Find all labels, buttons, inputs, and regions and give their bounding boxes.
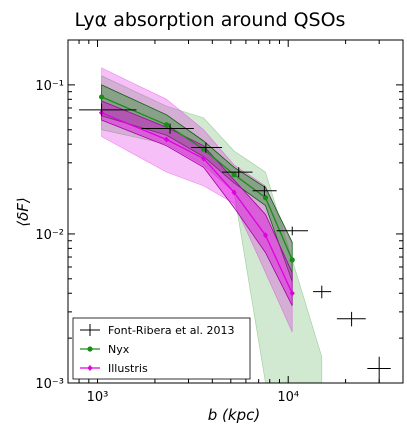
y-ticks: 10⁻¹ 10⁻² 10⁻³ [35, 39, 403, 392]
illustris-inner-band [101, 100, 293, 306]
illustris-point [231, 189, 237, 196]
legend-label: Illustris [108, 362, 148, 375]
illustris-line [101, 112, 293, 294]
illustris-point [262, 232, 269, 239]
font-ribera-point [79, 103, 137, 116]
legend-marker [87, 346, 93, 352]
illustris-point [289, 290, 295, 297]
nyx-point [98, 94, 105, 100]
y-axis-label: ⟨δF⟩ [14, 197, 32, 227]
plot-frame [67, 39, 404, 384]
nyx-point [262, 195, 269, 201]
legend-label: Font-Ribera et al. 2013 [108, 324, 235, 337]
y-tick-label: 10⁻³ [35, 377, 64, 392]
nyx-line [101, 96, 293, 261]
nyx-point [231, 172, 237, 178]
font-ribera-point [367, 356, 391, 383]
x-tick-label: 10⁴ [277, 390, 299, 405]
chart-title: Lyα absorption around QSOs [75, 9, 346, 31]
font-ribera-point [313, 285, 332, 299]
legend-marker [87, 365, 93, 371]
nyx-point [163, 122, 170, 128]
illustris-point [201, 155, 207, 162]
font-ribera-point [336, 311, 366, 327]
font-ribera-point [191, 142, 223, 153]
illustris-outer-band [101, 67, 293, 333]
x-tick-label: 10³ [87, 390, 109, 405]
legend: Font-Ribera et al. 2013 Nyx Illustris [72, 317, 251, 380]
font-ribera-point [252, 185, 277, 196]
legend-label: Nyx [108, 343, 130, 356]
errorbar-layer [79, 103, 391, 383]
nyx-point [289, 257, 295, 263]
font-ribera-point [276, 226, 308, 236]
x-axis-label: b (kpc) [208, 406, 260, 424]
legend-box [72, 317, 251, 380]
x-ticks: 10³ 10⁴ [67, 40, 404, 405]
font-ribera-point [141, 123, 194, 134]
y-tick-label: 10⁻² [35, 228, 64, 243]
illustris-point [163, 136, 170, 143]
font-ribera-point [222, 167, 253, 178]
y-tick-label: 10⁻¹ [35, 79, 64, 94]
